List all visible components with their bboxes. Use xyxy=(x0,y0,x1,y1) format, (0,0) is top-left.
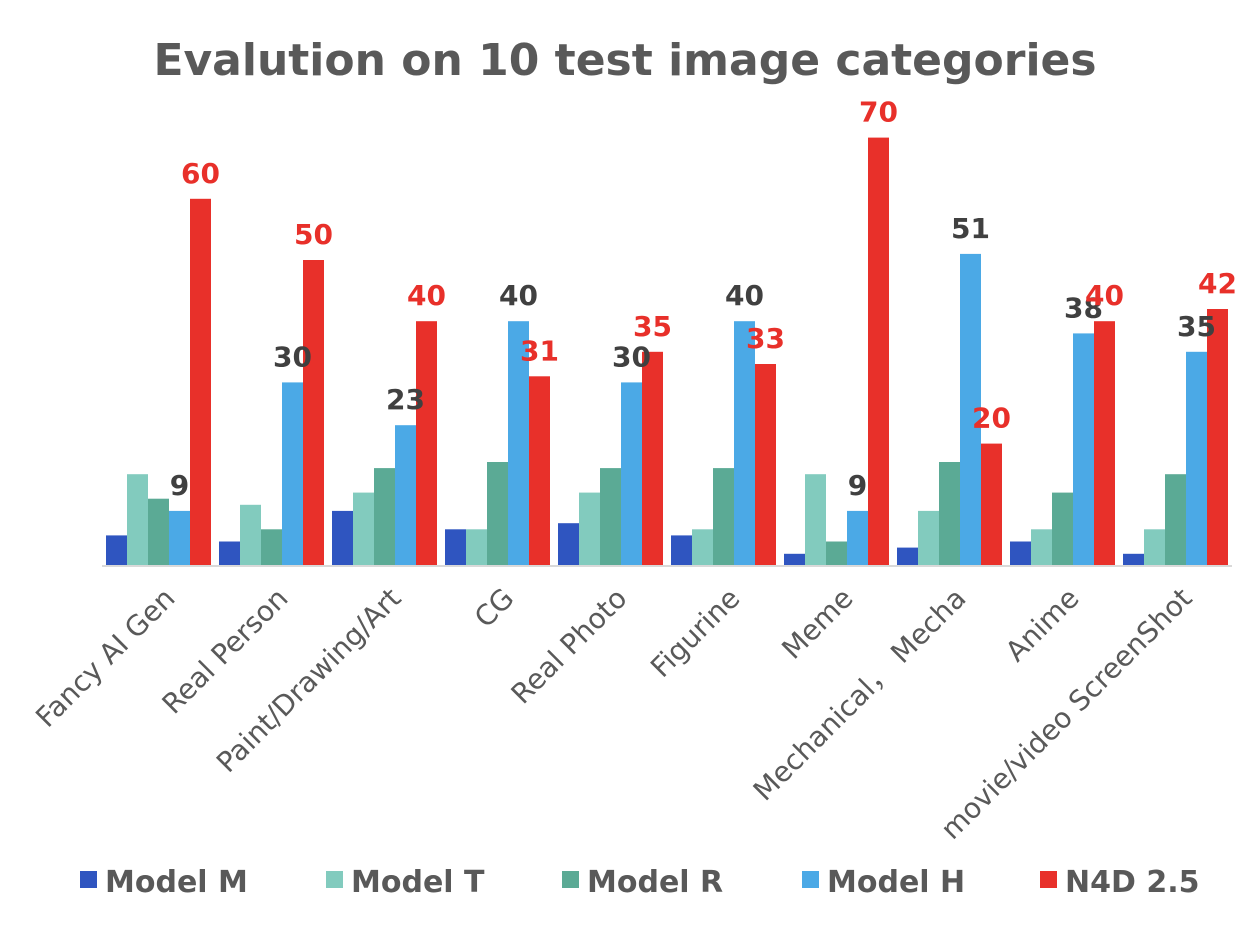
bar-n4d-2-5-meme xyxy=(868,137,889,566)
bar-model-h-movie-video-screenshot xyxy=(1186,351,1207,566)
legend-swatch-model-r xyxy=(562,871,579,888)
category-label-mechanical-mecha: Mechanical， Mecha xyxy=(747,582,973,808)
data-label-model-h-fancy-ai-gen: 9 xyxy=(170,469,189,502)
bar-model-t-fancy-ai-gen xyxy=(127,474,148,566)
bar-model-h-cg xyxy=(508,321,529,566)
bar-model-m-meme xyxy=(784,553,805,566)
bar-model-r-real-person xyxy=(261,529,282,566)
bar-n4d-2-5-paint-drawing-art xyxy=(416,321,437,566)
bars-group xyxy=(106,137,1228,567)
data-label-n4d-2-5-paint-drawing-art: 40 xyxy=(407,279,446,312)
legend-swatch-model-t xyxy=(326,871,343,888)
bar-model-r-fancy-ai-gen xyxy=(148,498,169,566)
data-label-model-h-mechanical-mecha: 51 xyxy=(951,212,990,245)
bar-model-t-mechanical-mecha xyxy=(918,510,939,566)
category-label-fancy-ai-gen: Fancy AI Gen xyxy=(29,582,181,734)
bar-model-r-movie-video-screenshot xyxy=(1165,474,1186,566)
bar-model-r-anime xyxy=(1052,492,1073,566)
data-label-n4d-2-5-fancy-ai-gen: 60 xyxy=(181,157,220,190)
data-label-model-h-figurine: 40 xyxy=(725,279,764,312)
bar-model-r-real-photo xyxy=(600,468,621,566)
bar-n4d-2-5-real-photo xyxy=(642,351,663,566)
bar-model-m-mechanical-mecha xyxy=(897,547,918,566)
data-label-model-h-paint-drawing-art: 23 xyxy=(386,383,425,416)
bar-model-h-anime xyxy=(1073,333,1094,566)
bar-model-t-figurine xyxy=(692,529,713,566)
data-label-model-h-real-person: 30 xyxy=(273,340,312,373)
data-label-n4d-2-5-real-photo: 35 xyxy=(633,310,672,343)
category-label-paint-drawing-art: Paint/Drawing/Art xyxy=(210,582,407,779)
bar-n4d-2-5-figurine xyxy=(755,364,776,566)
data-label-model-h-movie-video-screenshot: 35 xyxy=(1177,310,1216,343)
bar-model-h-real-person xyxy=(282,382,303,566)
bar-model-m-cg xyxy=(445,529,466,566)
bar-model-h-fancy-ai-gen xyxy=(169,510,190,566)
bar-model-m-movie-video-screenshot xyxy=(1123,553,1144,566)
bar-model-t-real-person xyxy=(240,504,261,566)
bar-model-h-real-photo xyxy=(621,382,642,566)
legend: Model M Model T Model R Model H N4D 2.5 xyxy=(80,865,1199,900)
bar-model-m-real-photo xyxy=(558,523,579,566)
chart-title: Evalution on 10 test image categories xyxy=(153,35,1096,86)
data-label-n4d-2-5-cg: 31 xyxy=(520,334,559,367)
bar-model-m-real-person xyxy=(219,541,240,566)
bar-model-r-meme xyxy=(826,541,847,566)
legend-label-model-r: Model R xyxy=(587,865,723,900)
legend-label-model-m: Model M xyxy=(105,865,248,900)
bar-model-h-figurine xyxy=(734,321,755,566)
data-label-n4d-2-5-real-person: 50 xyxy=(294,218,333,251)
bar-model-t-cg xyxy=(466,529,487,566)
bar-model-m-figurine xyxy=(671,535,692,566)
bar-n4d-2-5-mechanical-mecha xyxy=(981,443,1002,566)
legend-swatch-n4d-2-5 xyxy=(1040,871,1057,888)
legend-label-model-t: Model T xyxy=(351,865,485,900)
bar-model-t-real-photo xyxy=(579,492,600,566)
data-label-model-h-anime: 38 xyxy=(1064,291,1103,324)
category-label-cg: CG xyxy=(468,582,521,635)
data-label-n4d-2-5-movie-video-screenshot: 42 xyxy=(1198,267,1237,300)
bar-model-h-paint-drawing-art xyxy=(395,425,416,566)
bar-model-t-anime xyxy=(1031,529,1052,566)
bar-model-h-meme xyxy=(847,510,868,566)
data-label-n4d-2-5-anime: 40 xyxy=(1085,279,1124,312)
bar-model-m-fancy-ai-gen xyxy=(106,535,127,566)
legend-swatch-model-m xyxy=(80,871,97,888)
data-label-model-h-real-photo: 30 xyxy=(612,340,651,373)
category-label-real-photo: Real Photo xyxy=(505,582,634,711)
category-label-meme: Meme xyxy=(775,582,859,666)
bar-model-h-mechanical-mecha xyxy=(960,253,981,566)
bar-n4d-2-5-anime xyxy=(1094,321,1115,566)
bar-model-t-paint-drawing-art xyxy=(353,492,374,566)
data-label-n4d-2-5-meme: 70 xyxy=(859,96,898,129)
bar-model-r-paint-drawing-art xyxy=(374,468,395,566)
data-label-n4d-2-5-mechanical-mecha: 20 xyxy=(972,402,1011,435)
bar-model-r-cg xyxy=(487,462,508,566)
category-label-anime: Anime xyxy=(999,582,1085,668)
legend-label-model-h: Model H xyxy=(827,865,965,900)
bar-n4d-2-5-cg xyxy=(529,376,550,566)
bar-n4d-2-5-fancy-ai-gen xyxy=(190,198,211,567)
bar-model-r-mechanical-mecha xyxy=(939,462,960,566)
bar-model-t-movie-video-screenshot xyxy=(1144,529,1165,566)
legend-swatch-model-h xyxy=(802,871,819,888)
data-label-model-h-cg: 40 xyxy=(499,279,538,312)
bar-n4d-2-5-real-person xyxy=(303,260,324,566)
bar-model-m-paint-drawing-art xyxy=(332,510,353,566)
data-label-n4d-2-5-figurine: 33 xyxy=(746,322,785,355)
data-label-model-h-meme: 9 xyxy=(848,469,867,502)
category-label-figurine: Figurine xyxy=(644,582,746,684)
bar-model-t-meme xyxy=(805,474,826,566)
bar-model-r-figurine xyxy=(713,468,734,566)
bar-n4d-2-5-movie-video-screenshot xyxy=(1207,309,1228,566)
bar-model-m-anime xyxy=(1010,541,1031,566)
legend-label-n4d-2-5: N4D 2.5 xyxy=(1065,865,1199,900)
